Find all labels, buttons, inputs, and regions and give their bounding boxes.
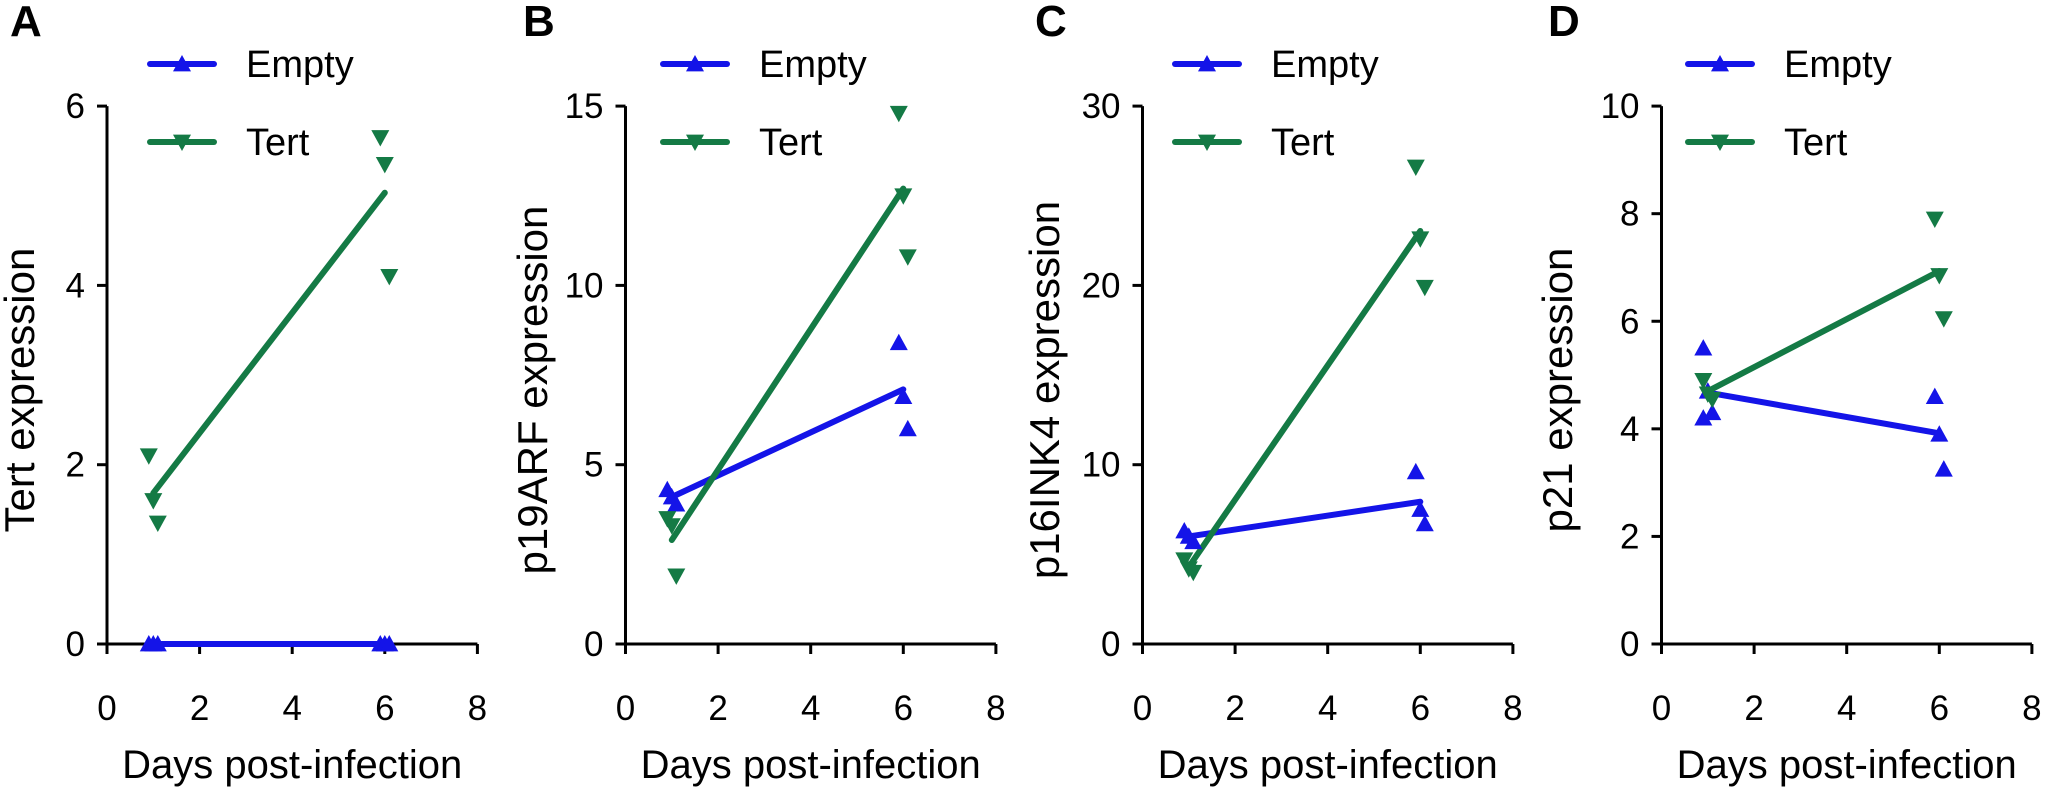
svg-text:4: 4 bbox=[1318, 689, 1337, 728]
svg-text:Tert: Tert bbox=[246, 122, 310, 164]
svg-text:8: 8 bbox=[468, 689, 487, 728]
svg-text:5: 5 bbox=[584, 446, 603, 485]
svg-text:Days post-infection: Days post-infection bbox=[640, 743, 980, 787]
svg-text:4: 4 bbox=[800, 689, 819, 728]
svg-text:Tert: Tert bbox=[1784, 122, 1848, 164]
svg-text:Empty: Empty bbox=[1784, 44, 1892, 86]
svg-text:2: 2 bbox=[66, 446, 85, 485]
svg-text:20: 20 bbox=[1082, 266, 1121, 305]
svg-text:4: 4 bbox=[282, 689, 301, 728]
svg-text:Days post-infection: Days post-infection bbox=[1676, 743, 2016, 787]
svg-text:Tert expression: Tert expression bbox=[0, 248, 43, 533]
svg-text:Empty: Empty bbox=[246, 44, 354, 86]
svg-text:6: 6 bbox=[66, 87, 85, 126]
svg-text:6: 6 bbox=[1929, 689, 1948, 728]
svg-text:10: 10 bbox=[564, 266, 603, 305]
svg-text:Empty: Empty bbox=[1271, 44, 1379, 86]
svg-text:A: A bbox=[10, 0, 42, 46]
svg-text:Empty: Empty bbox=[759, 44, 867, 86]
svg-text:2: 2 bbox=[1620, 517, 1639, 556]
svg-text:2: 2 bbox=[1744, 689, 1763, 728]
svg-text:2: 2 bbox=[190, 689, 209, 728]
svg-text:4: 4 bbox=[1620, 410, 1639, 449]
svg-text:0: 0 bbox=[66, 625, 85, 664]
svg-text:0: 0 bbox=[97, 689, 116, 728]
svg-text:4: 4 bbox=[66, 266, 85, 305]
svg-text:p21 expression: p21 expression bbox=[1538, 248, 1581, 533]
svg-text:p19ARF expression: p19ARF expression bbox=[513, 206, 556, 575]
svg-text:2: 2 bbox=[708, 689, 727, 728]
svg-text:6: 6 bbox=[893, 689, 912, 728]
svg-text:Tert: Tert bbox=[759, 122, 823, 164]
svg-text:4: 4 bbox=[1836, 689, 1855, 728]
svg-text:6: 6 bbox=[1620, 302, 1639, 341]
svg-text:8: 8 bbox=[1620, 195, 1639, 234]
svg-text:B: B bbox=[523, 0, 555, 46]
svg-text:p16INK4 expression: p16INK4 expression bbox=[1025, 201, 1068, 579]
svg-text:15: 15 bbox=[564, 87, 603, 126]
svg-text:2: 2 bbox=[1225, 689, 1244, 728]
svg-text:8: 8 bbox=[986, 689, 1005, 728]
svg-text:8: 8 bbox=[1503, 689, 1522, 728]
svg-text:0: 0 bbox=[1133, 689, 1152, 728]
svg-text:Tert: Tert bbox=[1271, 122, 1335, 164]
svg-text:0: 0 bbox=[1651, 689, 1670, 728]
svg-text:0: 0 bbox=[615, 689, 634, 728]
svg-text:D: D bbox=[1548, 0, 1580, 46]
svg-text:C: C bbox=[1035, 0, 1067, 46]
svg-text:30: 30 bbox=[1082, 87, 1121, 126]
svg-text:0: 0 bbox=[1620, 625, 1639, 664]
svg-text:10: 10 bbox=[1600, 87, 1639, 126]
svg-text:10: 10 bbox=[1082, 446, 1121, 485]
svg-text:8: 8 bbox=[2022, 689, 2041, 728]
svg-text:Days post-infection: Days post-infection bbox=[122, 743, 462, 787]
svg-text:6: 6 bbox=[1411, 689, 1430, 728]
svg-text:6: 6 bbox=[375, 689, 394, 728]
svg-text:0: 0 bbox=[1101, 625, 1120, 664]
svg-text:0: 0 bbox=[584, 625, 603, 664]
svg-text:Days post-infection: Days post-infection bbox=[1158, 743, 1498, 787]
